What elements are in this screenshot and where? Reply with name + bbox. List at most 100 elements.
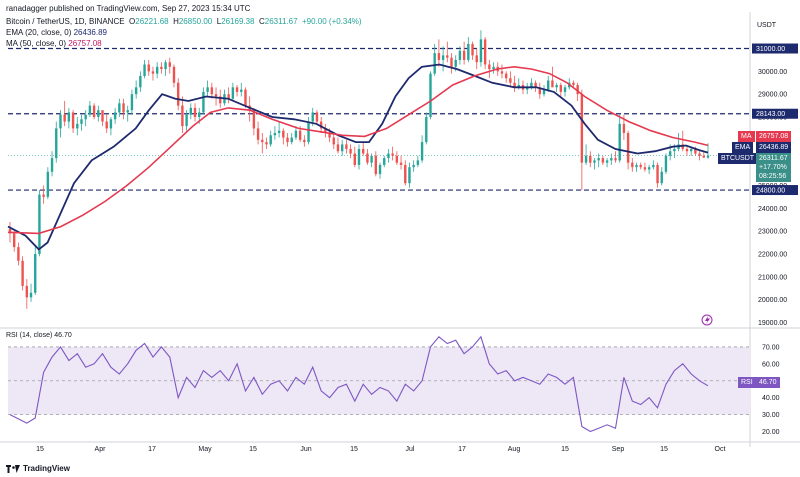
low-label: L: [216, 17, 222, 26]
ma-50-line: [7, 65, 709, 235]
candle-bear: [252, 110, 256, 129]
candle-bear: [227, 94, 230, 99]
candle-bear: [391, 153, 394, 156]
candle-bear: [601, 158, 605, 163]
candle-bear: [656, 164, 659, 184]
candle-bear: [395, 155, 399, 163]
symbol-line: Bitcoin / TetherUS, 1D, BINANCE O26221.6…: [6, 17, 362, 26]
candle-bear: [702, 155, 705, 158]
tradingview-logo-icon: [6, 464, 20, 473]
candle-bear: [462, 50, 466, 60]
time-tick-label: Jul: [406, 446, 415, 453]
candle-bear: [42, 194, 45, 197]
rsi-tick-label: 70.00: [762, 344, 780, 351]
candle-bear: [168, 62, 171, 67]
candle-bull: [605, 160, 609, 163]
candle-bear: [244, 89, 247, 106]
high-value: 26850.00: [178, 17, 213, 26]
candle-bear: [63, 114, 66, 122]
candle-bull: [664, 155, 668, 172]
candle-bull: [118, 103, 121, 113]
candle-bull: [67, 112, 71, 122]
candle-bull: [109, 119, 113, 129]
candle-bull: [597, 158, 600, 161]
time-tick-label: 15: [36, 446, 44, 453]
time-tick-label: 15: [350, 446, 358, 453]
open-label: O: [129, 17, 136, 26]
candle-bull: [164, 62, 167, 70]
price-tick-label: 24000.00: [758, 206, 787, 213]
footer-brand[interactable]: TradingView: [6, 464, 70, 473]
candle-bull: [80, 119, 83, 124]
candle-bull: [185, 114, 188, 127]
price-pill: 26311.67 +17.70% 08:25:56: [756, 153, 791, 182]
candle-bear: [332, 137, 335, 145]
events-icon[interactable]: [701, 314, 713, 326]
candle-bull: [155, 66, 159, 74]
candle-bull: [492, 66, 495, 70]
change-value: +90.00 (+0.34%): [301, 17, 362, 26]
ma-legend[interactable]: MA (50, close, 0) 26757.08: [6, 39, 102, 48]
time-tick-label: 15: [249, 446, 257, 453]
ma-price-pill: 26757.08: [756, 131, 792, 142]
ma-legend-value: 26757.08: [68, 39, 102, 48]
candle-bull: [84, 114, 87, 120]
candle-bull: [290, 137, 293, 143]
candle-bear: [446, 55, 449, 58]
ema-price-pill: 26436.89: [756, 142, 792, 153]
candle-bull: [610, 158, 613, 161]
candle-bear: [698, 153, 701, 156]
candle-bear: [265, 142, 268, 145]
candle-bear: [631, 162, 634, 168]
rsi-legend[interactable]: RSI (14, close) 46.70: [6, 332, 72, 339]
ma-tag: MA: [738, 131, 755, 142]
candle-bull: [202, 91, 205, 113]
high-label: H: [173, 17, 179, 26]
brand-name: TradingView: [23, 464, 70, 473]
level-label: 28143.00: [756, 111, 785, 118]
candle-bull: [429, 73, 432, 117]
candle-bull: [660, 171, 663, 184]
level-label: 24800.00: [756, 188, 785, 195]
candle-bear: [17, 247, 20, 261]
price-tick-label: 20000.00: [758, 297, 787, 304]
price-tick-label: 23000.00: [758, 229, 787, 236]
candle-bull: [673, 148, 676, 152]
candle-bull: [88, 105, 92, 115]
candle-bear: [122, 103, 125, 113]
ma-legend-label: MA (50, close, 0): [6, 39, 67, 48]
candle-bull: [231, 87, 235, 99]
candle-bull: [55, 128, 58, 159]
candle-bear: [589, 155, 592, 163]
candle-bull: [408, 167, 411, 184]
candle-bull: [563, 87, 567, 92]
ema-legend[interactable]: EMA (20, close, 0) 26436.89: [6, 28, 107, 37]
level-label-box: [752, 108, 798, 119]
candle-bull: [420, 142, 424, 161]
candle-bull: [378, 164, 382, 175]
candle-bull: [387, 153, 390, 159]
candle-bull: [198, 112, 201, 117]
candle-bull: [370, 155, 373, 163]
time-tick-label: 17: [148, 446, 156, 453]
candle-bear: [534, 82, 537, 88]
publisher-line: ranadagger published on TradingView.com,…: [6, 4, 250, 13]
level-label-box: [752, 185, 798, 196]
candle-bear: [214, 94, 218, 97]
candle-bull: [340, 144, 344, 152]
level-label-box: [752, 43, 798, 54]
candle-bull: [647, 167, 651, 170]
candle-bull: [584, 155, 588, 163]
candle-bear: [504, 73, 508, 79]
candle-bull: [273, 132, 277, 136]
candle-bear: [580, 94, 584, 163]
candle-bull: [139, 75, 142, 88]
candle-bear: [513, 82, 516, 88]
currency-label: USDT: [757, 22, 777, 29]
candle-bull: [530, 82, 533, 88]
candle-bear: [399, 162, 403, 165]
candle-bear: [483, 39, 487, 65]
candle-bull: [635, 164, 638, 168]
candle-bear: [572, 82, 575, 86]
